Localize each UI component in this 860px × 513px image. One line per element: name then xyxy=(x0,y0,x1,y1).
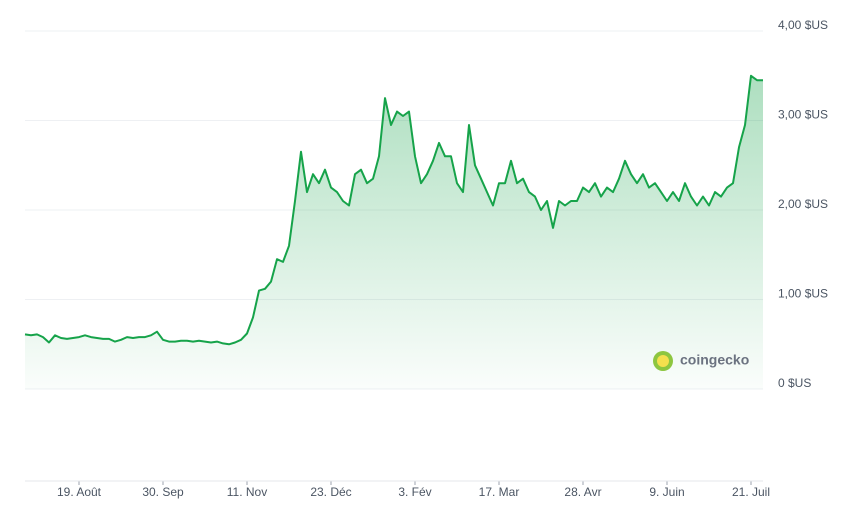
x-tick-label: 11. Nov xyxy=(227,485,267,499)
y-tick-label: 1,00 $US xyxy=(778,287,828,301)
y-tick-label: 3,00 $US xyxy=(778,108,828,122)
x-tick-label: 9. Juin xyxy=(649,485,684,499)
x-tick-label: 21. Juil xyxy=(732,485,770,499)
y-tick-label: 2,00 $US xyxy=(778,197,828,211)
brand: coingecko xyxy=(680,352,749,368)
area xyxy=(25,75,763,390)
x-tick-label: 23. Déc xyxy=(310,485,351,499)
logo-inner xyxy=(657,355,669,367)
watermark: coingecko xyxy=(653,351,749,371)
x-tick-label: 28. Avr xyxy=(564,485,601,499)
y-tick-label: 4,00 $US xyxy=(778,18,828,32)
x-tick-label: 3. Fév xyxy=(398,485,431,499)
x-tick-label: 30. Sep xyxy=(142,485,184,499)
y-tick-label: 0 $US xyxy=(778,376,811,390)
price-line xyxy=(24,74,763,346)
x-tick-label: 17. Mar xyxy=(479,485,520,499)
x-tick-label: 19. Août xyxy=(57,485,102,499)
